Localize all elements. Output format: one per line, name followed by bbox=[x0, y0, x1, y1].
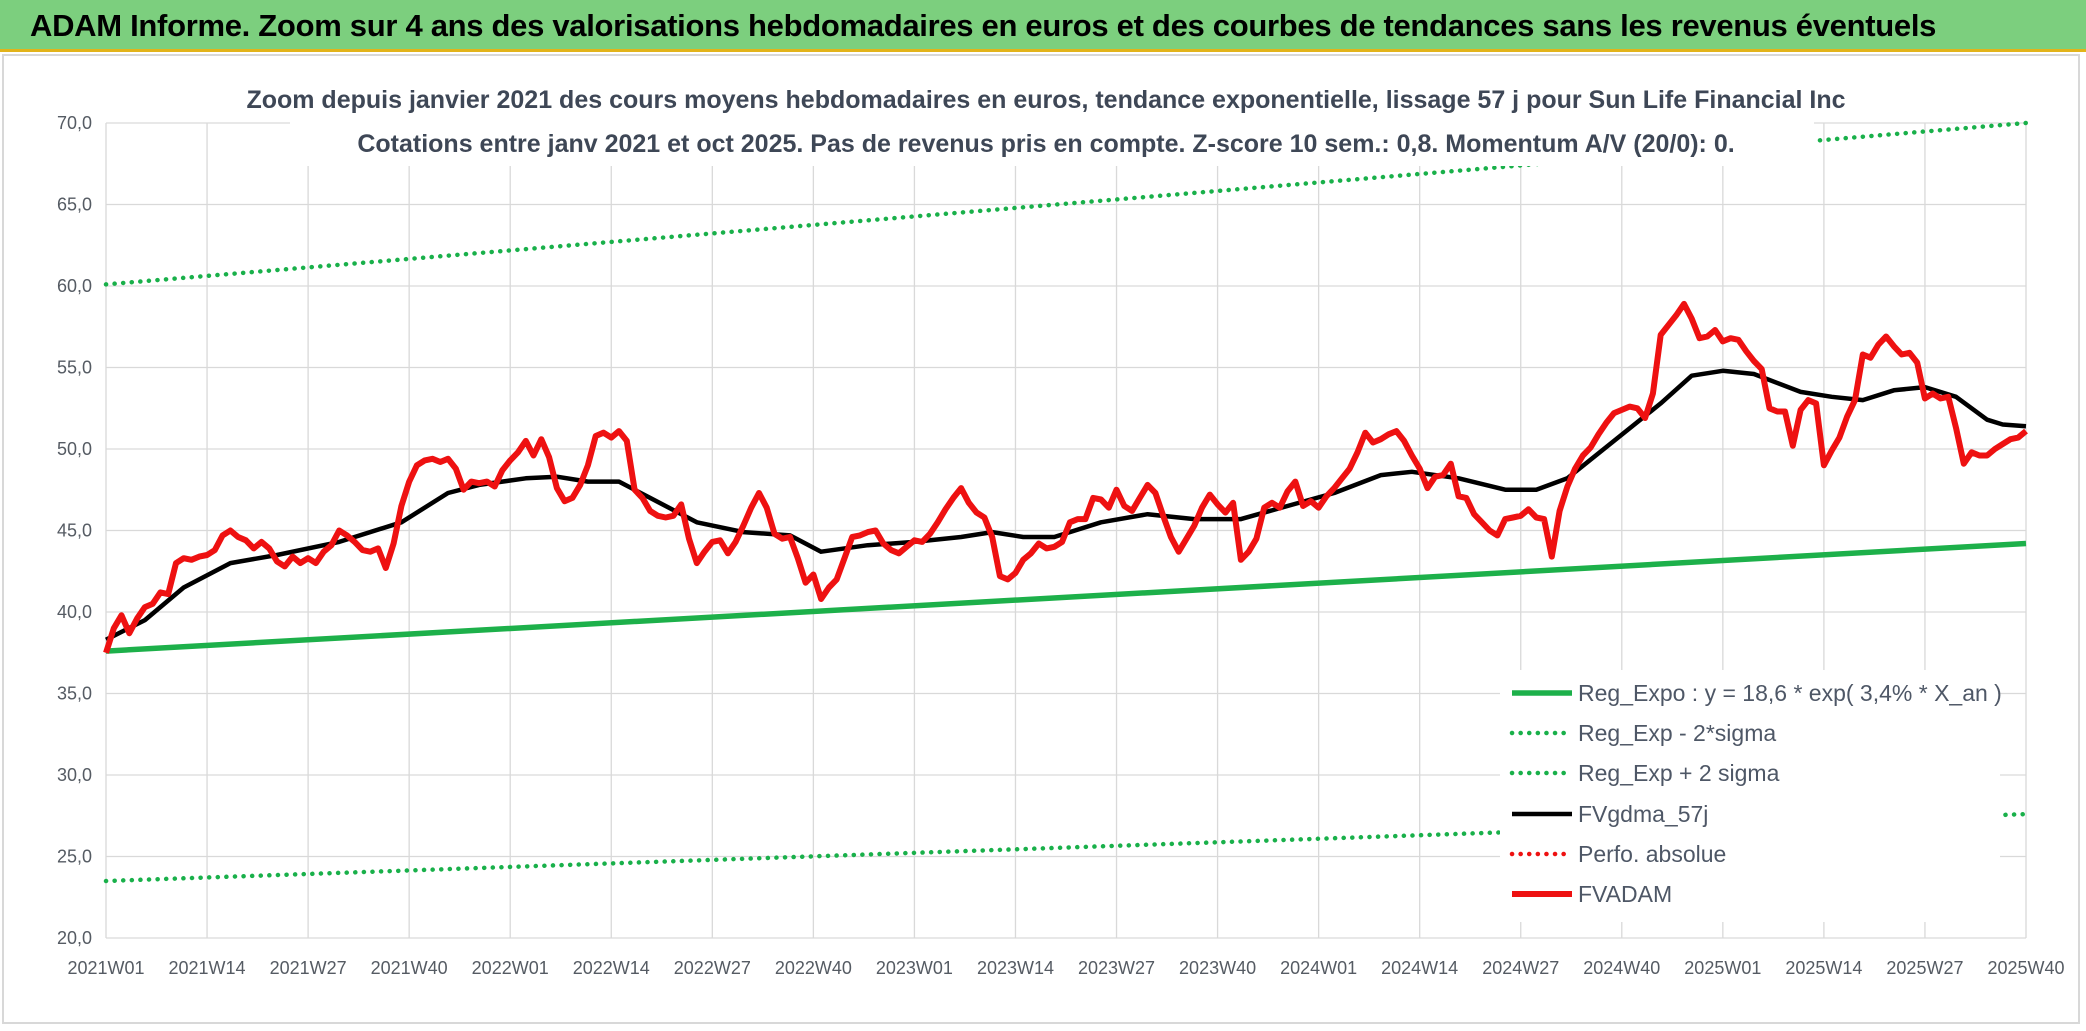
x-tick-label: 2025W40 bbox=[1987, 958, 2064, 978]
x-tick-label: 2022W40 bbox=[775, 958, 852, 978]
report-banner: ADAM Informe. Zoom sur 4 ans des valoris… bbox=[0, 0, 2086, 52]
x-tick-label: 2024W27 bbox=[1482, 958, 1559, 978]
y-tick-label: 35,0 bbox=[57, 684, 92, 704]
legend-label-reg-exp-minus-2sigma: Reg_Exp - 2*sigma bbox=[1578, 720, 1776, 746]
y-tick-label: 60,0 bbox=[57, 276, 92, 296]
x-tick-label: 2025W27 bbox=[1886, 958, 1963, 978]
legend-label-reg-exp-plus-2sigma: Reg_Exp + 2 sigma bbox=[1578, 760, 1780, 786]
x-tick-label: 2025W14 bbox=[1785, 958, 1862, 978]
series-line-reg-expo-y-18-6-exp-3-4- bbox=[105, 540, 2027, 654]
series-line-fvadam bbox=[103, 300, 2028, 654]
series-line-reg-exp-2-sigma bbox=[103, 120, 2029, 287]
x-tick-label: 2021W01 bbox=[67, 958, 144, 978]
y-axis: 20,0 25,0 30,0 35,0 40,0 45,0 50,0 55,0 60,0 65,0… bbox=[57, 113, 92, 948]
x-tick-label: 2024W14 bbox=[1381, 958, 1458, 978]
x-tick-label: 2023W40 bbox=[1179, 958, 1256, 978]
x-axis: 2021W01 2021W14 2021W27 2021W40 2022W01 2022W… bbox=[67, 958, 2064, 978]
legend-background bbox=[1500, 670, 2000, 922]
y-tick-label: 55,0 bbox=[57, 358, 92, 378]
y-tick-label: 50,0 bbox=[57, 439, 92, 459]
x-tick-label: 2024W01 bbox=[1280, 958, 1357, 978]
x-tick-label: 2023W14 bbox=[977, 958, 1054, 978]
x-tick-label: 2022W27 bbox=[674, 958, 751, 978]
legend-label-perfo-absolue: Perfo. absolue bbox=[1578, 841, 1726, 867]
legend-label-fvgdma: FVgdma_57j bbox=[1578, 801, 1708, 827]
report-title: ADAM Informe. Zoom sur 4 ans des valoris… bbox=[30, 8, 1937, 43]
legend: Reg_Expo : y = 18,6 * exp( 3,4% * X_an )… bbox=[1500, 670, 2002, 922]
x-tick-label: 2021W40 bbox=[371, 958, 448, 978]
chart-title-line-2: Cotations entre janv 2021 et oct 2025. P… bbox=[357, 130, 1734, 158]
x-tick-label: 2021W27 bbox=[270, 958, 347, 978]
legend-label-reg-expo: Reg_Expo : y = 18,6 * exp( 3,4% * X_an ) bbox=[1578, 680, 2002, 706]
y-tick-label: 25,0 bbox=[57, 847, 92, 867]
y-tick-label: 40,0 bbox=[57, 602, 92, 622]
y-tick-label: 65,0 bbox=[57, 195, 92, 215]
x-tick-label: 2023W01 bbox=[876, 958, 953, 978]
y-tick-label: 20,0 bbox=[57, 928, 92, 948]
x-tick-label: 2022W14 bbox=[573, 958, 650, 978]
y-tick-label: 45,0 bbox=[57, 521, 92, 541]
x-tick-label: 2021W14 bbox=[169, 958, 246, 978]
x-tick-label: 2025W01 bbox=[1684, 958, 1761, 978]
x-tick-label: 2022W01 bbox=[472, 958, 549, 978]
legend-label-fvadam: FVADAM bbox=[1578, 881, 1672, 907]
x-tick-label: 2023W27 bbox=[1078, 958, 1155, 978]
chart-title-line-1: Zoom depuis janvier 2021 des cours moyen… bbox=[246, 86, 1845, 114]
y-tick-label: 30,0 bbox=[57, 765, 92, 785]
chart-title-background bbox=[290, 74, 1814, 166]
x-tick-label: 2024W40 bbox=[1583, 958, 1660, 978]
y-tick-label: 70,0 bbox=[57, 113, 92, 133]
